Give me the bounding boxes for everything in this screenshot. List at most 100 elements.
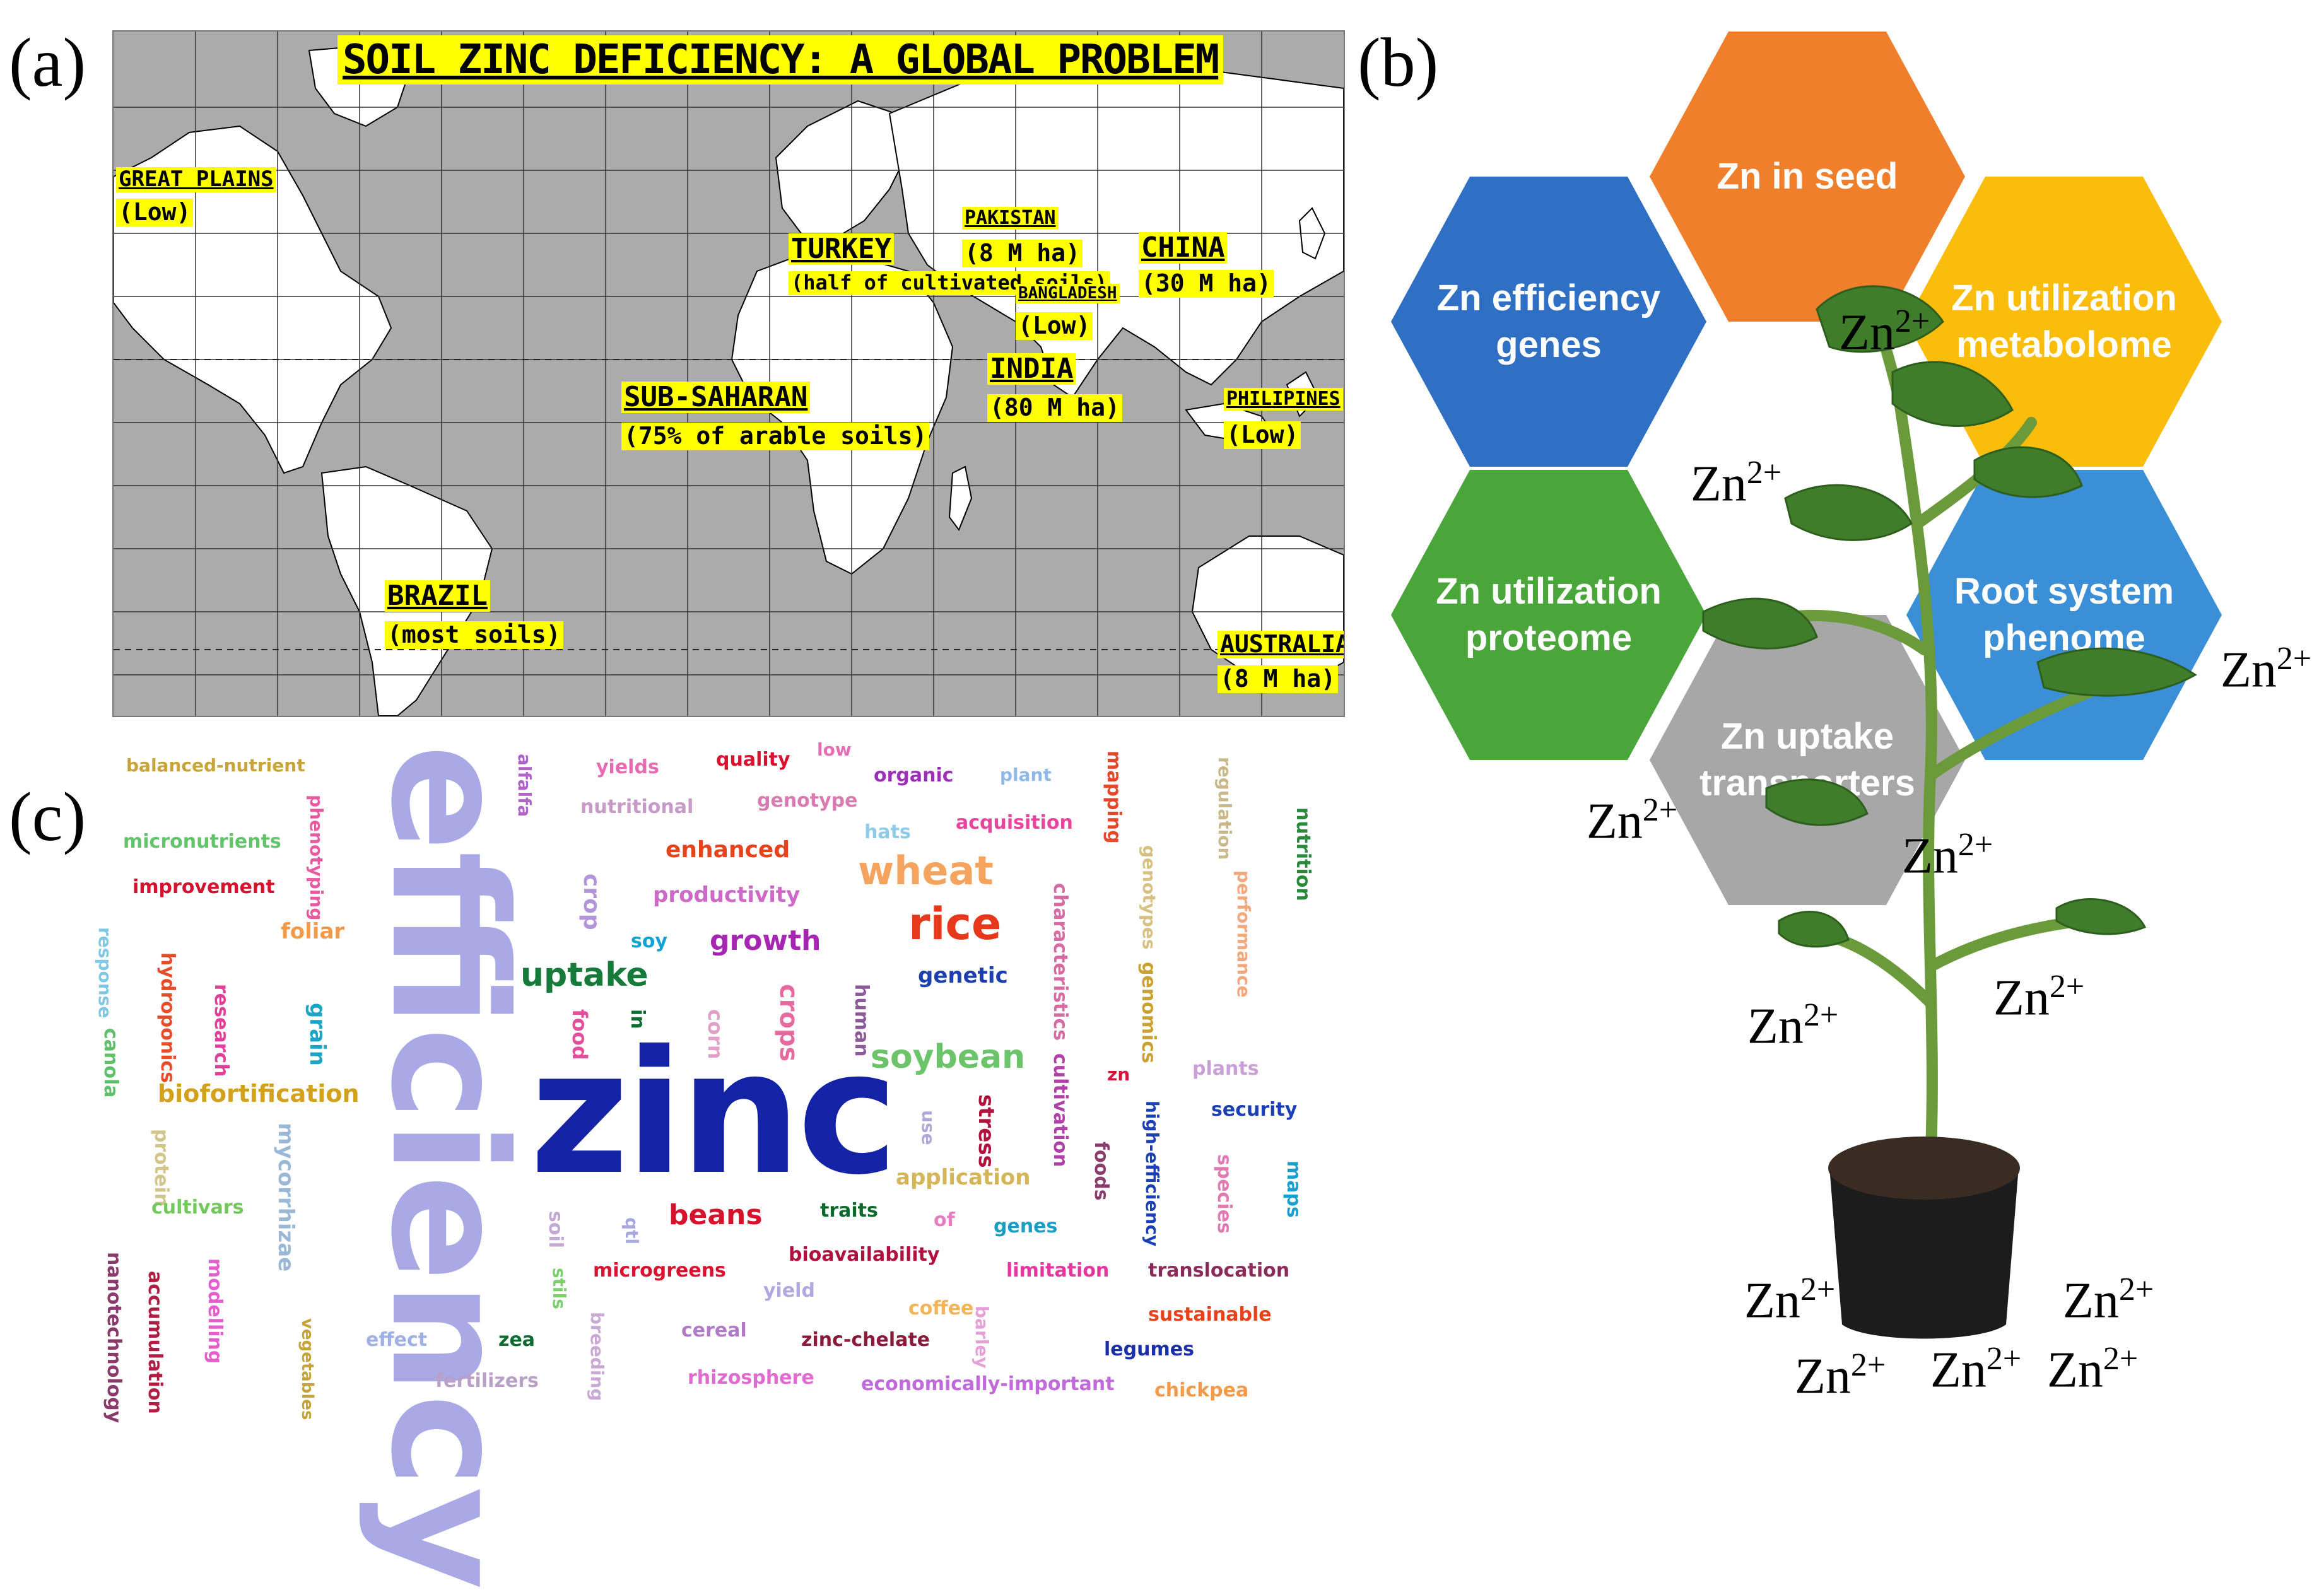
zn-ion-1: Zn2+ <box>1839 303 1930 361</box>
word-effect: effect <box>366 1329 428 1351</box>
word-soybean: soybean <box>871 1038 1026 1076</box>
word-limitation: limitation <box>1006 1260 1110 1282</box>
word-foliar: foliar <box>281 919 345 944</box>
region-brazil-name: BRAZIL <box>385 580 490 612</box>
word-cultivars: cultivars <box>151 1196 244 1219</box>
word-wheat: wheat <box>858 848 994 894</box>
world-map: SOIL ZINC DEFICIENCY: A GLOBAL PROBLEM G… <box>112 30 1345 717</box>
word-beans: beans <box>669 1199 763 1231</box>
word-balanced-nutrient: balanced-nutrient <box>126 755 305 776</box>
word-crop: crop <box>578 874 604 930</box>
panel-label-b: (b) <box>1358 24 1439 101</box>
word-traits: traits <box>820 1200 878 1222</box>
zn-ion-8: Zn2+ <box>1744 1271 1836 1329</box>
word-efficiency: efficiency <box>356 744 540 1590</box>
zn-ion-10: Zn2+ <box>1795 1347 1886 1405</box>
zn-ion-4: Zn2+ <box>1587 792 1678 850</box>
word-plant: plant <box>1000 764 1052 785</box>
word-characteristics: characteristics <box>1049 883 1071 1041</box>
word-yields: yields <box>596 756 659 778</box>
word-in: in <box>626 1009 648 1029</box>
word-human: human <box>850 984 872 1057</box>
word-quality: quality <box>716 749 790 771</box>
word-security: security <box>1211 1099 1298 1121</box>
word-crops: crops <box>774 984 803 1062</box>
zn-ion-9: Zn2+ <box>2063 1271 2154 1329</box>
map-graphic <box>114 32 1344 716</box>
region-great-plains-name: GREAT PLAINS <box>116 167 276 192</box>
word-nutrition: nutrition <box>1292 807 1314 901</box>
region-pakistan-detail: (8 M ha) <box>962 240 1083 267</box>
word-accumulation: accumulation <box>144 1271 166 1414</box>
word-modelling: modelling <box>204 1258 226 1364</box>
word-microgreens: microgreens <box>593 1260 726 1282</box>
region-australia-name: AUSTRALIA <box>1218 631 1344 658</box>
plant-illustration <box>1702 285 2197 1339</box>
word-canola: canola <box>100 1028 122 1098</box>
word-coffee: coffee <box>908 1297 974 1319</box>
word-qtl: qtl <box>621 1217 642 1245</box>
region-india-detail: (80 M ha) <box>987 394 1122 422</box>
word-translocation: translocation <box>1148 1260 1290 1282</box>
word-fertilizers: fertilizers <box>435 1370 539 1392</box>
word-nutritional: nutritional <box>580 796 694 818</box>
region-china-detail: (30 M ha) <box>1139 270 1274 298</box>
word-genotype: genotype <box>757 790 858 812</box>
region-bangladesh-detail: (Low) <box>1016 312 1093 340</box>
word-barley: barley <box>971 1306 992 1369</box>
region-pakistan-name: PAKISTAN <box>962 207 1059 230</box>
word-genetic: genetic <box>918 963 1008 988</box>
word-nanotechnology: nanotechnology <box>103 1252 125 1423</box>
word-use: use <box>918 1110 939 1145</box>
word-biofortification: biofortification <box>158 1080 360 1108</box>
word-research: research <box>210 984 232 1077</box>
zn-ion-12: Zn2+ <box>2047 1341 2139 1398</box>
panel-label-a: (a) <box>9 24 86 101</box>
word-stils: stils <box>549 1268 570 1309</box>
word-high-efficiency: high-efficiency <box>1142 1101 1163 1247</box>
word-zea: zea <box>498 1329 536 1351</box>
word-performance: performance <box>1233 870 1254 998</box>
zn-ion-6: Zn2+ <box>1747 997 1839 1055</box>
region-philipines-name: PHILIPINES <box>1224 388 1343 411</box>
word-bioavailability: bioavailability <box>789 1244 940 1266</box>
word-of: of <box>934 1209 955 1231</box>
word-cultivation: cultivation <box>1049 1053 1071 1167</box>
word-rhizosphere: rhizosphere <box>688 1367 814 1389</box>
word-breeding: breeding <box>587 1312 607 1401</box>
zn-ion-5: Zn2+ <box>1902 827 1993 884</box>
word-grain: grain <box>305 1003 330 1066</box>
word-mapping: mapping <box>1103 751 1125 844</box>
zn-efficiency-diagram: Zn in seed Zn efficiency genes Zn utiliz… <box>1375 19 2321 1406</box>
word-low: low <box>817 739 852 760</box>
zn-ion-7: Zn2+ <box>1993 969 2085 1026</box>
word-alfalfa: alfalfa <box>514 754 535 817</box>
word-economically-important: economically-important <box>861 1373 1115 1395</box>
region-australia-detail: (8 M ha) <box>1218 665 1339 693</box>
word-uptake: uptake <box>520 956 648 994</box>
word-genotypes: genotypes <box>1139 845 1159 950</box>
word-food: food <box>568 1009 592 1060</box>
panel-label-c: (c) <box>9 778 86 855</box>
zn-ion-2: Zn2+ <box>1691 455 1782 512</box>
word-plants: plants <box>1192 1058 1259 1080</box>
word-stress: stress <box>973 1094 999 1168</box>
region-philipines-detail: (Low) <box>1224 421 1301 449</box>
region-brazil-detail: (most soils) <box>385 621 563 649</box>
region-sub-saharan-detail: (75% of arable soils) <box>621 423 930 450</box>
word-improvement: improvement <box>132 876 275 898</box>
region-china-name: CHINA <box>1139 232 1228 264</box>
map-title: SOIL ZINC DEFICIENCY: A GLOBAL PROBLEM <box>337 35 1224 85</box>
pot-body <box>1829 1167 2019 1339</box>
word-foods: foods <box>1090 1142 1112 1201</box>
word-genes: genes <box>994 1215 1058 1237</box>
word-rice: rice <box>908 898 1002 950</box>
region-sub-saharan-name: SUB-SAHARAN <box>621 382 811 414</box>
word-species: species <box>1213 1154 1235 1234</box>
word-maps: maps <box>1282 1160 1305 1218</box>
word-zinc: zinc <box>530 1014 898 1212</box>
word-growth: growth <box>710 925 821 957</box>
word-cereal: cereal <box>681 1319 747 1342</box>
word-phenotyping: phenotyping <box>306 795 327 921</box>
zn-ion-3: Zn2+ <box>2221 641 2312 698</box>
